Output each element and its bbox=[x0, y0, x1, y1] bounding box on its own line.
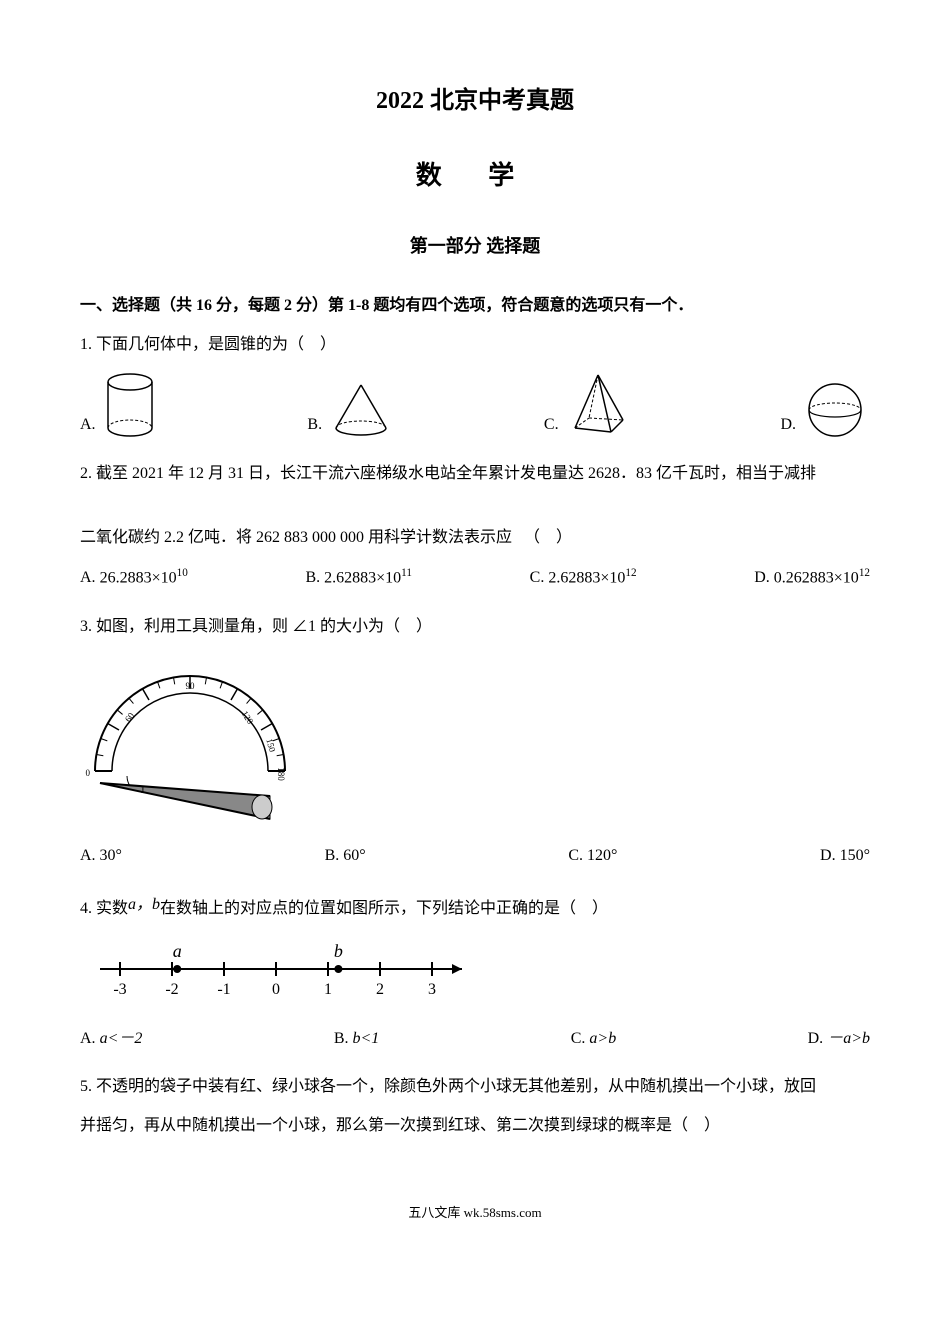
protractor-icon: 0 60 90 120 150 180 1 bbox=[80, 651, 300, 821]
question-3: 3. 如图，利用工具测量角，则 ∠1 的大小为（ ） bbox=[80, 613, 870, 871]
subject-title: 数 学 bbox=[80, 153, 870, 200]
svg-text:0: 0 bbox=[86, 768, 91, 778]
svg-text:120: 120 bbox=[240, 710, 256, 727]
pyramid-icon bbox=[563, 370, 633, 440]
q2-option-d: D. 0.262883×1012 bbox=[754, 563, 870, 593]
svg-text:a: a bbox=[173, 941, 182, 961]
q3-option-b: B. 60° bbox=[325, 842, 366, 871]
option-label: D. bbox=[780, 411, 796, 440]
exam-title: 2022 北京中考真题 bbox=[80, 80, 870, 123]
q2-options: A. 26.2883×1010 B. 2.62883×1011 C. 2.628… bbox=[80, 563, 870, 593]
page-footer: 五八文库 wk.58sms.com bbox=[80, 1201, 870, 1224]
option-label: A. bbox=[80, 1025, 96, 1054]
svg-text:150: 150 bbox=[264, 738, 277, 754]
svg-text:60: 60 bbox=[123, 711, 137, 725]
q1-text: 1. 下面几何体中，是圆锥的为（ ） bbox=[80, 331, 870, 360]
sci-notation: 0.262883×1012 bbox=[774, 563, 870, 593]
option-label: D. bbox=[808, 1025, 824, 1054]
svg-text:90: 90 bbox=[186, 681, 196, 691]
option-label: B. bbox=[307, 411, 322, 440]
math-expr: a>b bbox=[589, 1025, 616, 1054]
section1-instruction: 一、选择题（共 16 分，每题 2 分）第 1-8 题均有四个选项，符合题意的选… bbox=[80, 292, 870, 321]
q3-option-a: A. 30° bbox=[80, 842, 122, 871]
option-label: D. bbox=[754, 564, 770, 593]
q4-text: 4. 实数a，b在数轴上的对应点的位置如图所示，下列结论中正确的是（ ） bbox=[80, 891, 870, 924]
svg-text:3: 3 bbox=[428, 981, 436, 998]
math-expr: a<－2 bbox=[100, 1025, 143, 1054]
cone-icon bbox=[326, 380, 396, 440]
q5-line1: 5. 不透明的袋子中装有红、绿小球各一个，除颜色外两个小球无其他差别，从中随机摸… bbox=[80, 1073, 870, 1102]
q1-option-c: C. bbox=[544, 370, 633, 440]
q4-figure: -3 -2 -1 0 1 2 3 a b bbox=[80, 934, 870, 1015]
q4-option-b: B. b<1 bbox=[334, 1025, 379, 1054]
q2-line1: 2. 截至 2021 年 12 月 31 日，长江干流六座梯级水电站全年累计发电… bbox=[80, 460, 870, 489]
q4-option-d: D. －a>b bbox=[808, 1025, 870, 1054]
option-label: B. bbox=[334, 1025, 349, 1054]
q1-options: A. B. C. bbox=[80, 370, 870, 440]
q5-line2: 并摇匀，再从中随机摸出一个小球，那么第一次摸到红球、第二次摸到绿球的概率是（ ） bbox=[80, 1112, 870, 1141]
sci-notation: 2.62883×1011 bbox=[324, 563, 412, 593]
sci-notation: 2.62883×1012 bbox=[548, 563, 636, 593]
question-2: 2. 截至 2021 年 12 月 31 日，长江干流六座梯级水电站全年累计发电… bbox=[80, 460, 870, 593]
math-expr: －a>b bbox=[827, 1025, 870, 1054]
numberline-icon: -3 -2 -1 0 1 2 3 a b bbox=[80, 934, 500, 1004]
option-label: A. bbox=[80, 411, 96, 440]
q4-option-c: C. a>b bbox=[571, 1025, 616, 1054]
math-expr: b<1 bbox=[352, 1025, 379, 1054]
option-label: A. bbox=[80, 564, 96, 593]
q2-option-a: A. 26.2883×1010 bbox=[80, 563, 188, 593]
svg-text:-2: -2 bbox=[165, 981, 178, 998]
svg-text:-3: -3 bbox=[113, 981, 126, 998]
part-header: 第一部分 选择题 bbox=[80, 230, 870, 262]
sphere-icon bbox=[800, 380, 870, 440]
svg-text:2: 2 bbox=[376, 981, 384, 998]
question-5: 5. 不透明的袋子中装有红、绿小球各一个，除颜色外两个小球无其他差别，从中随机摸… bbox=[80, 1073, 870, 1141]
q4-options: A. a<－2 B. b<1 C. a>b D. －a>b bbox=[80, 1025, 870, 1054]
q1-option-b: B. bbox=[307, 380, 396, 440]
cylinder-icon bbox=[100, 370, 160, 440]
q2-option-c: C. 2.62883×1012 bbox=[530, 563, 637, 593]
q1-option-d: D. bbox=[780, 380, 870, 440]
q4-option-a: A. a<－2 bbox=[80, 1025, 142, 1054]
q3-text: 3. 如图，利用工具测量角，则 ∠1 的大小为（ ） bbox=[80, 613, 870, 642]
question-1: 1. 下面几何体中，是圆锥的为（ ） A. B. C. bbox=[80, 331, 870, 440]
q2-option-b: B. 2.62883×1011 bbox=[305, 563, 411, 593]
svg-text:b: b bbox=[334, 941, 343, 961]
option-label: C. bbox=[544, 411, 559, 440]
q1-option-a: A. bbox=[80, 370, 160, 440]
option-label: B. bbox=[305, 564, 320, 593]
q3-options: A. 30° B. 60° C. 120° D. 150° bbox=[80, 842, 870, 871]
q2-line2: 二氧化碳约 2.2 亿吨．将 262 883 000 000 用科学计数法表示应… bbox=[80, 524, 870, 553]
option-label: C. bbox=[571, 1025, 586, 1054]
q3-option-c: C. 120° bbox=[568, 842, 617, 871]
svg-text:-1: -1 bbox=[217, 981, 230, 998]
sci-notation: 26.2883×1010 bbox=[100, 563, 188, 593]
q3-figure: 0 60 90 120 150 180 1 bbox=[80, 651, 870, 832]
question-4: 4. 实数a，b在数轴上的对应点的位置如图所示，下列结论中正确的是（ ） -3-… bbox=[80, 891, 870, 1053]
svg-text:0: 0 bbox=[272, 981, 280, 998]
svg-text:1: 1 bbox=[324, 981, 332, 998]
q3-option-d: D. 150° bbox=[820, 842, 870, 871]
svg-text:180: 180 bbox=[276, 768, 286, 782]
option-label: C. bbox=[530, 564, 545, 593]
svg-text:1: 1 bbox=[140, 784, 146, 796]
